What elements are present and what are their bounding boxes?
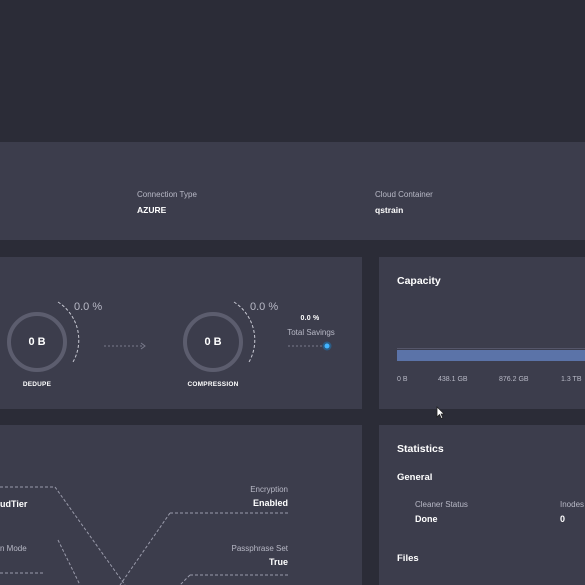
total-savings-percent: 0.0 % [300,315,320,322]
total-savings-label: Total Savings [287,328,335,337]
flow-arrow-head [140,342,146,350]
passphrase-value: True [268,557,288,567]
compression-label: COMPRESSION [187,381,239,388]
mouse-cursor-icon [436,406,445,420]
inodes-value: 0 [560,514,566,524]
capacity-panel: Capacity 0 B 438.1 GB 876.2 GB 1.3 TB [379,257,585,409]
general-heading: General [397,472,433,483]
capacity-tick-2: 876.2 GB [499,376,529,383]
capacity-tick-1: 438.1 GB [438,376,468,383]
details-connector-lines [0,486,288,585]
dedupe-ring [7,312,67,372]
savings-graphics [7,301,332,372]
savings-panel: 0 B 0.0 % DEDUPE 0 B 0.0 % COMPRESSION 0… [0,257,362,409]
compression-percent: 0.0 % [250,301,279,313]
mode-label: n Mode [0,544,27,553]
capacity-bar-track [397,348,585,349]
dedupe-label: DEDUPE [22,381,52,388]
statistics-title: Statistics [397,443,444,455]
capacity-tick-3: 1.3 TB [561,376,582,383]
tier-value: udTier [0,499,28,509]
connection-panel: Connection Type AZURE Cloud Container qs… [0,142,585,240]
dedupe-dashed-arc [57,301,80,363]
files-heading: Files [397,553,419,564]
cloud-container-label: Cloud Container [375,190,433,199]
top-header-area [0,0,585,142]
statistics-panel: Statistics General Cleaner Status Done I… [379,425,585,585]
connection-type-value: AZURE [137,205,167,215]
capacity-tick-0: 0 B [397,376,408,383]
connection-type-label: Connection Type [137,190,197,199]
total-savings-dot [324,343,330,349]
encryption-label: Encryption [250,485,288,494]
compression-ring [183,312,243,372]
capacity-title: Capacity [397,275,441,287]
inodes-label: Inodes [560,500,585,509]
cloud-container-value: qstrain [375,205,404,215]
dedupe-percent: 0.0 % [74,301,103,313]
cleaner-status-value: Done [415,514,438,524]
dedupe-value: 0 B [28,336,46,348]
capacity-bar [397,350,585,361]
cleaner-status-label: Cleaner Status [415,500,468,509]
compression-value: 0 B [204,336,222,348]
passphrase-label: Passphrase Set [231,544,288,553]
details-panel: udTier n Mode Encryption Enabled Passphr… [0,425,362,585]
compression-dashed-arc [233,301,256,363]
encryption-value: Enabled [252,498,288,508]
